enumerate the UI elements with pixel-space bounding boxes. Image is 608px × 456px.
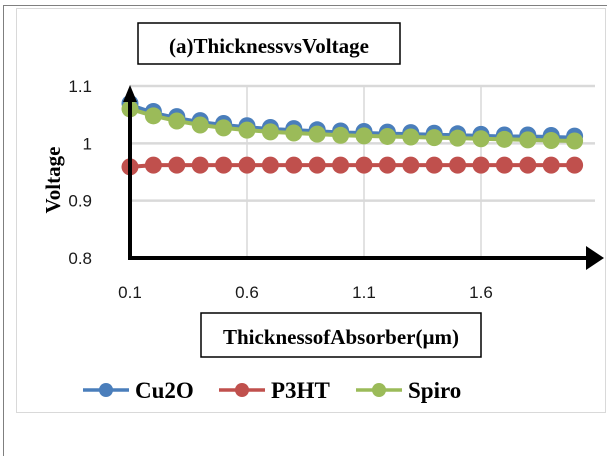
- chart-title-border: [137, 22, 401, 65]
- data-point-spiro: [332, 126, 350, 144]
- y-tick-label: 0.8: [68, 249, 92, 268]
- data-point-p3ht: [144, 156, 162, 174]
- y-tick-labels: 0.8 0.9 1 1.1: [68, 77, 92, 268]
- series-p3ht: [121, 156, 584, 176]
- data-point-p3ht: [449, 156, 467, 174]
- legend-item-p3ht: P3HT: [219, 378, 330, 403]
- data-point-p3ht: [378, 156, 396, 174]
- data-point-spiro: [425, 129, 443, 147]
- legend-item-cu2o: Cu2O: [83, 378, 194, 403]
- x-tick-label: 1.1: [352, 283, 376, 302]
- chart-title: (a)ThicknessvsVoltage: [169, 34, 369, 58]
- data-point-p3ht: [238, 156, 256, 174]
- data-point-p3ht: [285, 156, 303, 174]
- data-point-spiro: [215, 119, 233, 137]
- data-point-spiro: [449, 129, 467, 147]
- legend-label: Spiro: [408, 378, 461, 403]
- data-point-spiro: [542, 131, 560, 149]
- series-spiro: [121, 100, 584, 150]
- x-tick-label: 1.6: [469, 283, 493, 302]
- data-point-p3ht: [308, 156, 326, 174]
- data-point-p3ht: [566, 156, 584, 174]
- series-group: [121, 94, 584, 176]
- data-point-spiro: [144, 107, 162, 125]
- x-tick-label: 0.6: [235, 283, 259, 302]
- legend-marker-icon: [99, 383, 113, 397]
- data-point-p3ht: [191, 156, 209, 174]
- y-tick-label: 1: [83, 134, 92, 153]
- data-point-spiro: [566, 132, 584, 150]
- data-point-p3ht: [215, 156, 233, 174]
- data-point-p3ht: [261, 156, 279, 174]
- data-point-spiro: [495, 130, 513, 148]
- chart-title-box: (a)ThicknessvsVoltage: [137, 22, 401, 65]
- data-point-spiro: [472, 130, 490, 148]
- legend-marker-icon: [235, 383, 249, 397]
- data-point-spiro: [238, 121, 256, 139]
- data-point-p3ht: [355, 156, 373, 174]
- data-point-p3ht: [168, 156, 186, 174]
- data-point-spiro: [285, 124, 303, 142]
- data-point-spiro: [261, 123, 279, 141]
- x-axis-label: ThicknessofAbsorber(µm): [223, 325, 459, 349]
- data-point-p3ht: [542, 156, 560, 174]
- data-point-p3ht: [332, 156, 350, 174]
- legend-label: Cu2O: [135, 378, 194, 403]
- y-axis-label: Voltage: [41, 147, 65, 214]
- legend-marker-icon: [372, 383, 386, 397]
- axes: [123, 85, 604, 270]
- data-point-spiro: [378, 127, 396, 145]
- y-tick-label: 1.1: [68, 77, 92, 96]
- x-tick-label: 0.1: [118, 283, 142, 302]
- x-tick-labels: 0.1 0.6 1.1 1.6: [118, 283, 493, 302]
- data-point-spiro: [355, 127, 373, 145]
- y-tick-label: 0.9: [68, 192, 92, 211]
- y-axis-arrow-icon: [123, 85, 137, 102]
- legend-label: P3HT: [271, 378, 330, 403]
- data-point-p3ht: [402, 156, 420, 174]
- data-point-p3ht: [495, 156, 513, 174]
- x-axis-arrow-icon: [586, 246, 604, 270]
- data-point-spiro: [191, 116, 209, 134]
- data-point-spiro: [308, 125, 326, 143]
- legend-item-spiro: Spiro: [356, 378, 461, 403]
- data-point-spiro: [168, 112, 186, 130]
- x-axis-label-border: [200, 312, 482, 358]
- data-point-spiro: [519, 131, 537, 149]
- data-point-spiro: [402, 128, 420, 146]
- data-point-p3ht: [519, 156, 537, 174]
- data-point-p3ht: [425, 156, 443, 174]
- legend: Cu2O P3HT Spiro: [83, 378, 461, 403]
- x-axis-label-box: ThicknessofAbsorber(µm): [200, 312, 482, 358]
- data-point-p3ht: [472, 156, 490, 174]
- figure-frame: [3, 5, 607, 456]
